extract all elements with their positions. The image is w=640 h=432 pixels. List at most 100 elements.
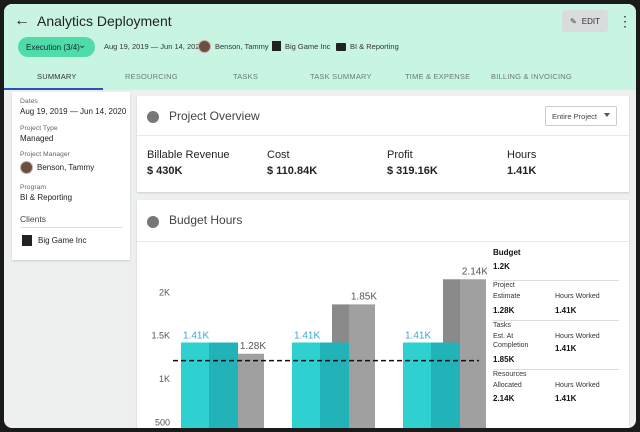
header-client-text: Big Game Inc [285, 41, 331, 51]
hours-worked-bar [181, 342, 209, 428]
y-tick-label: 500 [155, 417, 170, 427]
estimate-bar-shade [332, 304, 349, 343]
metric-label: Hours [507, 149, 537, 161]
project-header: ← Analytics Deployment ✎ EDIT ⋮ Executio… [4, 4, 636, 90]
y-tick-label: 2K [159, 287, 170, 297]
header-dates: Aug 19, 2019 — Jun 14, 2020 [104, 42, 204, 51]
program-label: Program [20, 184, 47, 191]
metric-value: $ 110.84K [267, 165, 318, 177]
edit-label: EDIT [581, 16, 600, 26]
avatar [20, 161, 33, 174]
metric-label: Cost [267, 149, 290, 161]
clock-icon [147, 216, 159, 228]
tab-resourcing[interactable]: RESOURCING [125, 72, 178, 81]
briefcase-icon [336, 42, 346, 51]
hours-worked-bar-shade [320, 342, 349, 428]
estimate-value: 1.28K [493, 306, 515, 315]
client-item[interactable]: Big Game Inc [22, 235, 86, 246]
header-dates-text: Aug 19, 2019 — Jun 14, 2020 [104, 42, 204, 51]
building-icon [272, 41, 281, 51]
dates-label: Dates [20, 98, 38, 105]
tab-summary[interactable]: SUMMARY [37, 72, 77, 81]
allocated-value: 2.14K [493, 394, 515, 403]
tab-task-summary[interactable]: TASK SUMMARY [310, 72, 372, 81]
estimate-data-label: 1.85K [351, 291, 377, 302]
hours-worked-value: 1.41K [555, 344, 577, 353]
completion-label: Completion [493, 342, 529, 349]
estimate-bar [460, 279, 486, 428]
hours-worked-bar-shade [431, 342, 460, 428]
budget-value: 1.2K [493, 262, 510, 271]
divider [493, 280, 619, 281]
edit-button[interactable]: ✎ EDIT [562, 10, 608, 32]
metric-cost: Cost $ 110.84K [267, 149, 317, 177]
caret-down-icon [604, 113, 610, 117]
project-overview-card: Project Overview Entire Project Billable… [137, 96, 629, 192]
divider [137, 241, 629, 242]
metric-label: Profit [387, 149, 413, 161]
header-program-text: BI & Reporting [350, 42, 399, 51]
speedometer-icon [147, 111, 159, 123]
metric-value: $ 319.16K [387, 165, 438, 177]
metric-value: 1.41K [507, 165, 537, 177]
hours-worked-label: Hours Worked [555, 293, 600, 300]
budget-hours-chart: 500 1K 1.5K 2K 1.41K 1.28K 1.41K 1.85K 1.41K 2.14… [151, 266, 487, 428]
tab-time-expense[interactable]: TIME & EXPENSE [405, 72, 471, 81]
estimate-label: Estimate [493, 293, 521, 300]
tab-billing-invoicing[interactable]: BILLING & INVOICING [491, 72, 572, 81]
dates-value: Aug 19, 2019 — Jun 14, 2020 [20, 107, 127, 116]
divider [20, 227, 122, 228]
est-at-completion-value: 1.85K [493, 355, 515, 364]
estimate-data-label: 2.14K [462, 266, 487, 277]
tab-tasks[interactable]: TASKS [233, 72, 259, 81]
hours-worked-value: 1.41K [555, 306, 577, 315]
worked-data-label: 1.41K [294, 330, 320, 341]
divider [137, 135, 629, 136]
estimate-bar-shade [443, 279, 460, 343]
hours-worked-bar [292, 342, 320, 428]
header-manager-text: Benson, Tammy [215, 42, 269, 51]
budget-title: Budget Hours [169, 213, 243, 227]
client-name: Big Game Inc [38, 236, 87, 245]
active-tab-indicator [4, 88, 103, 90]
metric-hours: Hours 1.41K [507, 149, 536, 177]
chevron-down-icon: ⌄ [78, 40, 87, 51]
estimate-bar [349, 304, 375, 428]
status-dropdown[interactable]: Execution (3/4) ⌄ [18, 37, 95, 57]
program-value: BI & Reporting [20, 193, 73, 202]
pencil-icon: ✎ [570, 16, 577, 26]
hours-worked-label: Hours Worked [555, 382, 600, 389]
project-manager-label: Project Manager [20, 151, 70, 158]
divider [493, 320, 619, 321]
metric-value: $ 430K [147, 165, 183, 177]
y-tick-label: 1K [159, 374, 170, 384]
project-section-label: Project [493, 282, 515, 289]
project-type-label: Project Type [20, 125, 58, 132]
y-tick-label: 1.5K [151, 331, 170, 341]
metric-label: Billable Revenue [147, 149, 230, 161]
budget-label: Budget [493, 248, 521, 257]
period-select-value: Entire Project [552, 111, 598, 121]
status-label: Execution (3/4) [26, 42, 80, 52]
back-arrow-icon[interactable]: ← [14, 12, 30, 29]
worked-data-label: 1.41K [183, 330, 209, 341]
more-menu-icon[interactable]: ⋮ [618, 13, 632, 29]
divider [493, 369, 619, 370]
project-type-value: Managed [20, 134, 54, 143]
app-window: ← Analytics Deployment ✎ EDIT ⋮ Executio… [4, 4, 636, 428]
worked-data-label: 1.41K [405, 330, 431, 341]
clients-heading: Clients [20, 214, 46, 224]
header-program: BI & Reporting [336, 42, 399, 51]
tasks-section-label: Tasks [493, 322, 511, 329]
budget-hours-card: Budget Hours 500 1K 1.5K 2K 1.41K 1.28K 1.41K 1… [137, 200, 629, 428]
building-icon [22, 235, 32, 246]
period-select[interactable]: Entire Project [545, 106, 617, 126]
header-client: Big Game Inc [272, 41, 330, 51]
hours-worked-value: 1.41K [555, 394, 577, 403]
est-at-label: Est. At [493, 333, 514, 340]
metric-profit: Profit $ 319.16K [387, 149, 438, 177]
header-manager: Benson, Tammy [198, 40, 269, 53]
allocated-label: Allocated [493, 382, 522, 389]
hours-worked-label: Hours Worked [555, 333, 600, 340]
metric-billable-revenue: Billable Revenue $ 430K [147, 149, 230, 177]
